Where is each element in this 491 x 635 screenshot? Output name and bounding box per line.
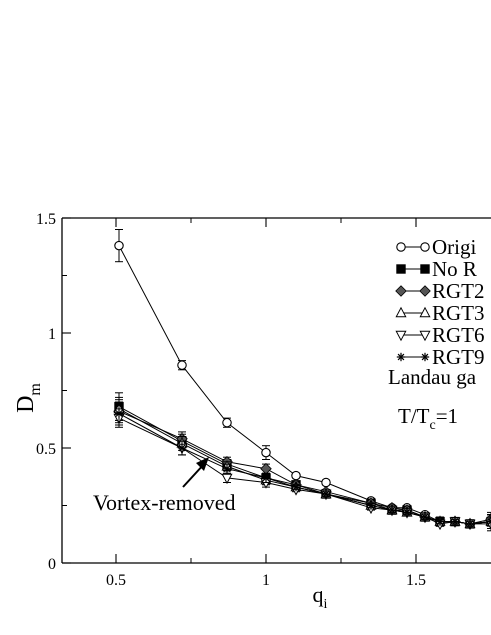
data-point [435, 517, 445, 526]
data-point [177, 443, 187, 453]
legend-marker [395, 285, 407, 297]
legend-marker [419, 330, 431, 342]
legend-marker [420, 264, 430, 274]
axes: 0.5 1 1.5 0 0.5 1 1.5 qi Dm [13, 211, 491, 612]
legend-entry: RGT9 [396, 345, 485, 369]
data-point [450, 517, 460, 526]
legend-marker [419, 306, 431, 318]
data-point [114, 240, 124, 251]
plot-area [113, 229, 491, 532]
legend-entry: RGT2 [395, 279, 485, 303]
data-point [420, 512, 430, 522]
data-point [321, 489, 331, 499]
legend-label: RGT3 [432, 301, 485, 325]
legend-marker [396, 242, 406, 252]
legend-marker [420, 242, 430, 252]
legend-label: No R [432, 257, 477, 281]
data-point [114, 409, 124, 418]
y-tick-label: 0 [48, 556, 56, 573]
gauge-label: Landau ga [388, 365, 477, 389]
legend-label: RGT6 [432, 323, 485, 347]
legend-marker [395, 306, 407, 318]
series-rgt9 [114, 401, 491, 529]
data-point [291, 482, 301, 492]
temperature-label: T/Tc=1 [398, 404, 458, 433]
y-tick-label: 0.5 [36, 441, 56, 458]
y-tick-label: 1 [48, 326, 56, 343]
legend-entry: Origi [396, 235, 476, 259]
data-point [402, 508, 412, 517]
data-point [291, 470, 301, 481]
legend-marker [420, 352, 430, 362]
legend-marker [395, 330, 407, 342]
data-point [321, 477, 331, 488]
legend-entry: RGT6 [395, 323, 485, 347]
y-tick-label: 1.5 [36, 211, 56, 228]
legend-entry: RGT3 [395, 301, 485, 325]
x-tick-label: 1.5 [406, 572, 426, 589]
data-point [486, 517, 491, 526]
legend-marker [419, 285, 431, 297]
data-point [465, 519, 475, 529]
data-point [366, 501, 376, 510]
legend-marker [396, 352, 406, 362]
legend-marker [396, 264, 406, 274]
y-axis-label: Dm [13, 383, 44, 413]
data-point [261, 447, 271, 458]
data-point [222, 417, 232, 428]
x-tick-label: 1 [262, 572, 270, 589]
vortex-removed-label: Vortex-removed [93, 490, 236, 515]
vortex-arrowhead [196, 457, 209, 471]
data-point [177, 360, 187, 370]
legend-label: RGT2 [432, 279, 485, 303]
legend-label: RGT9 [432, 345, 485, 369]
legend-label: Origi [432, 235, 476, 259]
legend-entry: No R [396, 257, 477, 281]
data-point [222, 464, 232, 473]
x-axis-label: qi [313, 582, 328, 612]
data-point [387, 505, 397, 515]
x-tick-label: 0.5 [106, 572, 126, 589]
data-point [260, 462, 272, 475]
annotations: Landau ga T/Tc=1 Vortex-removed [93, 365, 477, 515]
data-point [261, 473, 271, 483]
data-point [221, 473, 233, 485]
